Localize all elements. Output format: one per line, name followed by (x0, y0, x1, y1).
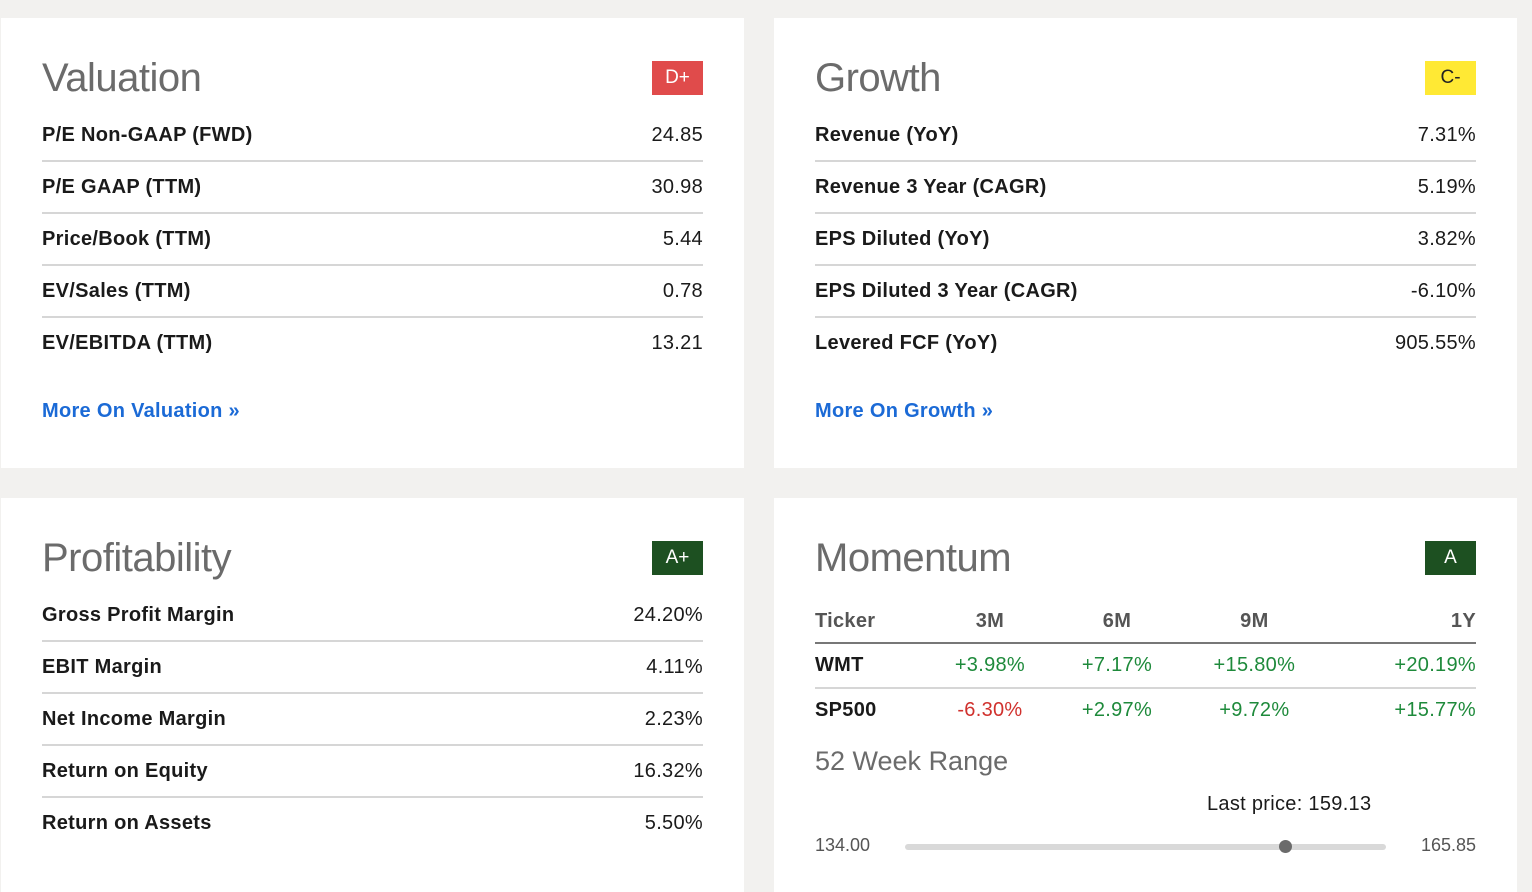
valuation-header: Valuation D+ (42, 48, 703, 108)
ticker-cell: WMT (815, 643, 927, 689)
metric-value: 3.82% (1417, 227, 1476, 250)
valuation-grade-badge: D+ (652, 61, 703, 95)
last-price-label: Last price: 159.13 (1207, 793, 1372, 815)
metric-label: Return on Assets (42, 811, 212, 834)
metric-row: Price/Book (TTM) 5.44 (42, 214, 703, 266)
metric-value: 2.23% (644, 707, 703, 730)
metric-row: Levered FCF (YoY) 905.55% (815, 318, 1476, 368)
valuation-metrics: P/E Non-GAAP (FWD) 24.85 P/E GAAP (TTM) 30… (42, 110, 703, 368)
metric-row: Gross Profit Margin 24.20% (42, 590, 703, 642)
range-title: 52 Week Range (815, 746, 1009, 776)
growth-card: Growth C- Revenue (YoY) 7.31% Revenue 3 Y… (774, 18, 1517, 468)
growth-header: Growth C- (815, 48, 1476, 108)
valuation-title: Valuation (42, 55, 202, 100)
metric-label: P/E Non-GAAP (FWD) (42, 123, 253, 146)
column-header: 1Y (1328, 600, 1476, 644)
metric-value: 30.98 (651, 175, 703, 198)
momentum-table: Ticker 3M 6M 9M 1Y WMT +3.98% +7.17% +15… (815, 600, 1476, 732)
metric-value: 16.32% (633, 759, 703, 782)
more-on-valuation-link[interactable]: More On Valuation » (42, 400, 240, 422)
metric-row: Return on Assets 5.50% (42, 798, 703, 848)
metric-row: EV/EBITDA (TTM) 13.21 (42, 318, 703, 368)
column-header: Ticker (815, 600, 927, 644)
return-cell: +3.98% (926, 643, 1054, 689)
metric-row: Return on Equity 16.32% (42, 746, 703, 798)
column-header: 9M (1180, 600, 1329, 644)
metric-label: EPS Diluted 3 Year (CAGR) (815, 279, 1078, 302)
valuation-card: Valuation D+ P/E Non-GAAP (FWD) 24.85 P/E… (1, 18, 744, 468)
metric-label: Return on Equity (42, 759, 208, 782)
metric-label: EV/EBITDA (TTM) (42, 331, 213, 354)
return-cell: +7.17% (1053, 643, 1181, 689)
return-cell: +15.77% (1394, 699, 1476, 721)
metric-label: EPS Diluted (YoY) (815, 227, 990, 250)
momentum-title: Momentum (815, 535, 1012, 580)
range-high-value: 165.85 (1420, 835, 1476, 855)
metric-label: Revenue 3 Year (CAGR) (815, 175, 1047, 198)
return-cell: +2.97% (1081, 699, 1153, 721)
more-on-growth-link[interactable]: More On Growth » (815, 400, 994, 422)
metric-row: P/E GAAP (TTM) 30.98 (42, 162, 703, 214)
metric-value: -6.10% (1410, 279, 1476, 302)
return-cell: -6.30% (957, 699, 1023, 721)
metric-row: Revenue (YoY) 7.31% (815, 110, 1476, 162)
ticker-cell: SP500 (815, 699, 877, 721)
profitability-metrics: Gross Profit Margin 24.20% EBIT Margin 4.1… (42, 590, 703, 848)
range-marker-icon (1278, 840, 1292, 853)
momentum-card: Momentum A Ticker 3M 6M 9M 1Y WMT +3.98%… (774, 498, 1517, 892)
metric-row: P/E Non-GAAP (FWD) 24.85 (42, 110, 703, 162)
growth-title: Growth (815, 55, 941, 100)
momentum-grade-badge: A (1425, 541, 1476, 575)
metric-value: 13.21 (651, 331, 703, 354)
return-cell: +15.80% (1180, 643, 1329, 689)
metric-row: Revenue 3 Year (CAGR) 5.19% (815, 162, 1476, 214)
metric-row: EV/Sales (TTM) 0.78 (42, 266, 703, 318)
metric-label: Net Income Margin (42, 707, 227, 730)
metric-row: EPS Diluted 3 Year (CAGR) -6.10% (815, 266, 1476, 318)
metric-label: EBIT Margin (42, 655, 162, 678)
growth-metrics: Revenue (YoY) 7.31% Revenue 3 Year (CAGR)… (815, 110, 1476, 368)
metric-value: 7.31% (1417, 123, 1476, 146)
profitability-title: Profitability (42, 535, 232, 580)
metric-label: Price/Book (TTM) (42, 227, 212, 250)
metric-value: 5.44 (662, 227, 703, 250)
metric-value: 4.11% (646, 655, 703, 678)
metric-label: P/E GAAP (TTM) (42, 175, 202, 198)
metric-value: 24.85 (651, 123, 703, 146)
table-header-row: Ticker 3M 6M 9M 1Y (815, 600, 1476, 644)
return-cell: +20.19% (1328, 643, 1476, 689)
metric-label: Gross Profit Margin (42, 603, 235, 626)
metric-value: 24.20% (633, 603, 703, 626)
metric-row: EBIT Margin 4.11% (42, 642, 703, 694)
range-low-value: 134.00 (815, 835, 871, 855)
metric-row: EPS Diluted (YoY) 3.82% (815, 214, 1476, 266)
table-row: WMT +3.98% +7.17% +15.80% +20.19% (815, 643, 1476, 689)
metric-value: 905.55% (1394, 331, 1476, 354)
column-header: 3M (926, 600, 1054, 644)
profitability-card: Profitability A+ Gross Profit Margin 24.2… (1, 498, 744, 892)
metric-label: Revenue (YoY) (815, 123, 959, 146)
growth-grade-badge: C- (1425, 61, 1476, 95)
metric-row: Net Income Margin 2.23% (42, 694, 703, 746)
week-range-widget: Last price: 159.13 134.00 165.85 (815, 785, 1476, 865)
metric-value: 5.19% (1417, 175, 1476, 198)
return-cell: +9.72% (1219, 699, 1290, 721)
metric-value: 5.50% (644, 811, 703, 834)
column-header: 6M (1053, 600, 1181, 644)
metric-value: 0.78 (662, 279, 703, 302)
profitability-header: Profitability A+ (42, 528, 703, 588)
metric-label: EV/Sales (TTM) (42, 279, 191, 302)
range-track (905, 844, 1386, 850)
metric-label: Levered FCF (YoY) (815, 331, 998, 354)
table-row: SP500 -6.30% +2.97% +9.72% +15.77% (815, 688, 1476, 732)
profitability-grade-badge: A+ (652, 541, 703, 575)
momentum-header: Momentum A (815, 528, 1476, 588)
